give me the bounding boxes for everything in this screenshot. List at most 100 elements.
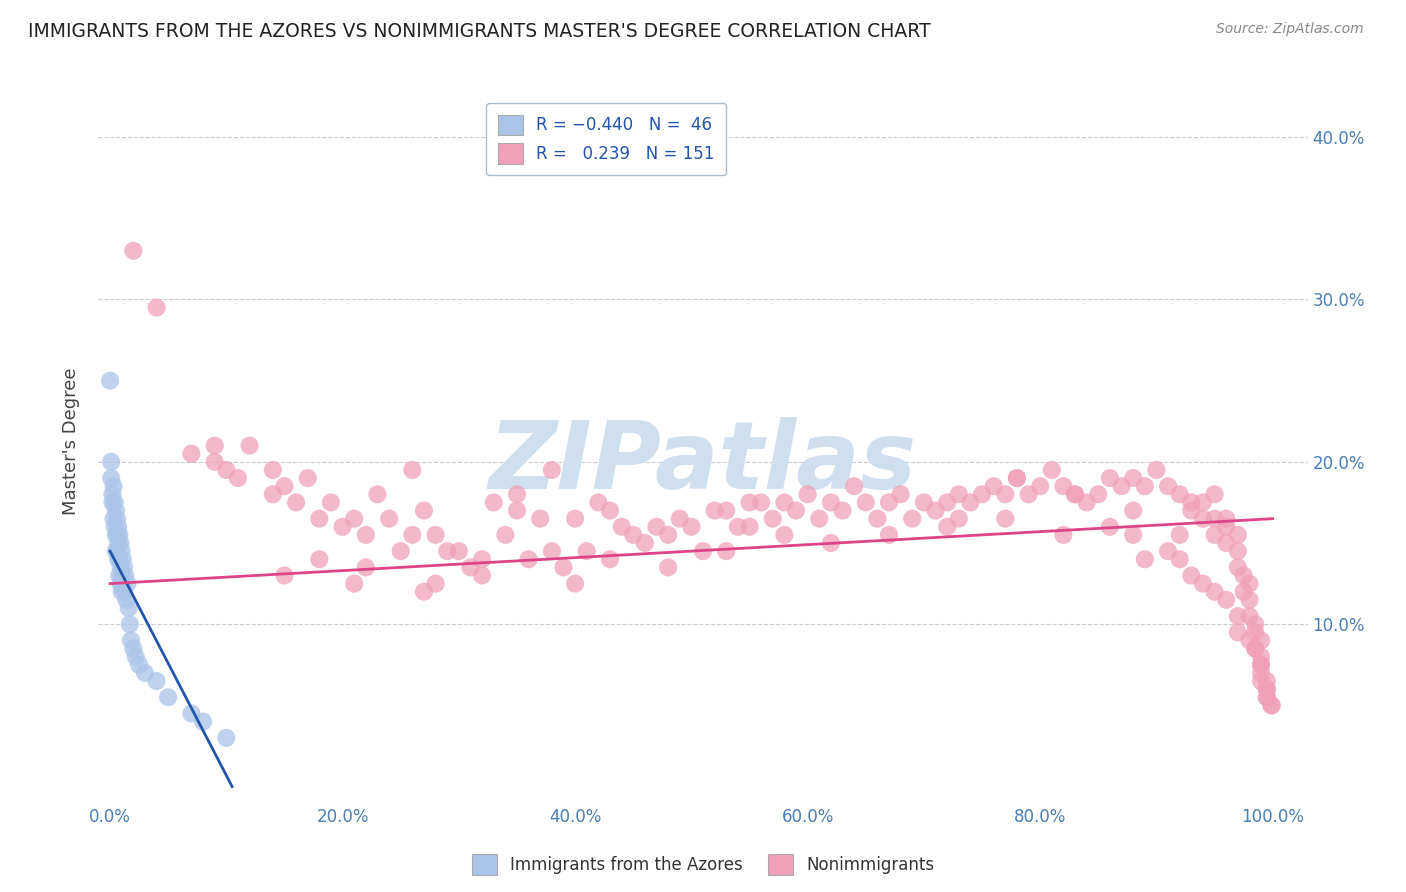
Point [107, 552, 129, 566]
Point [1005, 471, 1028, 485]
Point [103, 511, 125, 525]
Point [111, 576, 134, 591]
Point [1256, 682, 1278, 697]
Point [226, 471, 249, 485]
Point [115, 592, 138, 607]
Point [1180, 568, 1202, 582]
Point [901, 511, 924, 525]
Point [1168, 552, 1191, 566]
Point [354, 528, 377, 542]
Point [936, 520, 959, 534]
Point [98, 374, 121, 388]
Point [994, 487, 1017, 501]
Point [332, 520, 354, 534]
Point [1215, 536, 1237, 550]
Point [773, 528, 796, 542]
Point [866, 511, 889, 525]
Point [343, 511, 366, 525]
Point [191, 714, 214, 729]
Point [366, 487, 388, 501]
Point [1157, 544, 1180, 558]
Point [1133, 479, 1156, 493]
Point [983, 479, 1005, 493]
Point [1233, 568, 1256, 582]
Point [1244, 641, 1267, 656]
Point [120, 633, 142, 648]
Point [460, 560, 482, 574]
Point [1260, 698, 1282, 713]
Point [108, 528, 131, 542]
Point [948, 487, 970, 501]
Point [1215, 520, 1237, 534]
Point [1226, 528, 1249, 542]
Point [948, 511, 970, 525]
Point [1168, 487, 1191, 501]
Point [877, 528, 900, 542]
Point [645, 520, 668, 534]
Point [540, 544, 562, 558]
Point [1239, 609, 1261, 624]
Point [1250, 633, 1272, 648]
Point [180, 706, 202, 721]
Point [1239, 592, 1261, 607]
Point [1204, 528, 1226, 542]
Point [1111, 479, 1133, 493]
Point [107, 520, 129, 534]
Point [1250, 673, 1272, 688]
Point [1239, 576, 1261, 591]
Point [111, 552, 134, 566]
Point [117, 576, 139, 591]
Point [1256, 673, 1278, 688]
Point [1204, 511, 1226, 525]
Point [1192, 576, 1215, 591]
Point [634, 536, 657, 550]
Point [1064, 487, 1087, 501]
Point [564, 576, 586, 591]
Point [297, 471, 319, 485]
Point [105, 544, 128, 558]
Point [1180, 503, 1202, 517]
Point [105, 528, 128, 542]
Point [425, 576, 447, 591]
Point [110, 536, 132, 550]
Point [1239, 633, 1261, 648]
Point [1098, 520, 1121, 534]
Point [1226, 625, 1249, 640]
Point [1144, 463, 1167, 477]
Point [716, 503, 738, 517]
Point [890, 487, 912, 501]
Point [112, 584, 135, 599]
Point [100, 455, 122, 469]
Point [529, 511, 551, 525]
Point [727, 520, 749, 534]
Point [104, 503, 127, 517]
Point [970, 487, 993, 501]
Point [959, 495, 981, 509]
Point [1233, 584, 1256, 599]
Point [1052, 528, 1074, 542]
Point [517, 552, 540, 566]
Point [436, 544, 458, 558]
Point [134, 665, 156, 680]
Point [703, 503, 725, 517]
Point [564, 511, 586, 525]
Point [145, 673, 167, 688]
Point [599, 552, 621, 566]
Point [104, 520, 127, 534]
Point [494, 528, 516, 542]
Point [128, 657, 150, 672]
Point [118, 601, 141, 615]
Point [101, 495, 124, 509]
Point [1040, 463, 1063, 477]
Point [239, 439, 262, 453]
Point [1204, 584, 1226, 599]
Point [389, 544, 412, 558]
Point [912, 495, 935, 509]
Point [796, 487, 818, 501]
Point [111, 584, 134, 599]
Point [855, 495, 877, 509]
Point [204, 455, 226, 469]
Point [716, 544, 738, 558]
Point [308, 511, 330, 525]
Point [1122, 528, 1144, 542]
